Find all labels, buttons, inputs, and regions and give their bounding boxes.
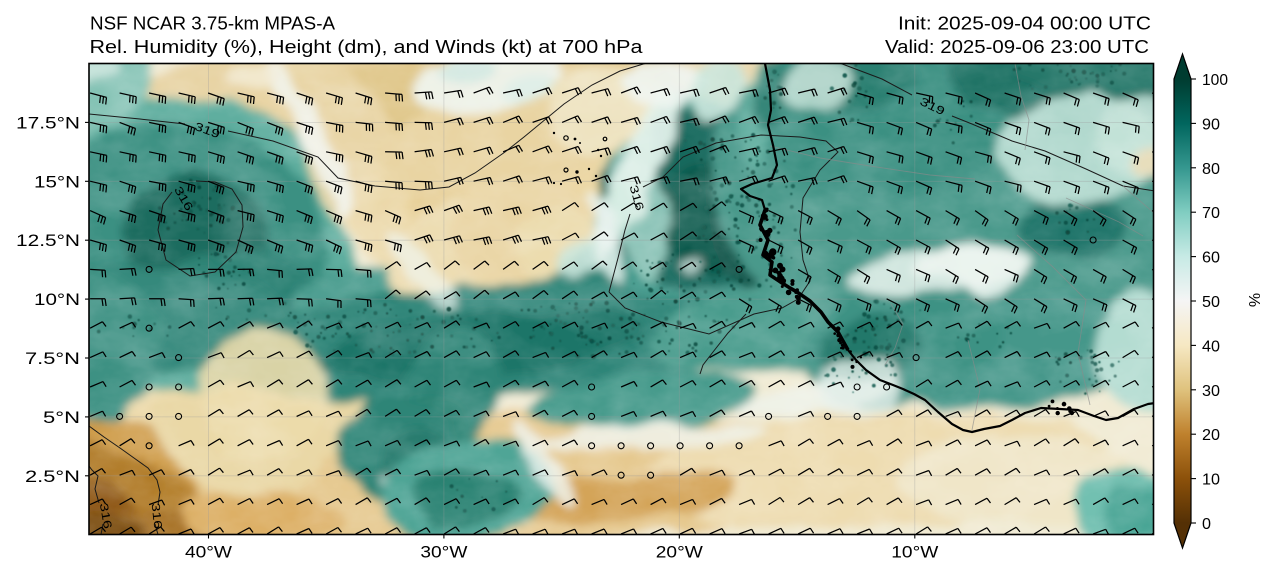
svg-text:20°W: 20°W — [656, 543, 703, 562]
svg-text:NSF NCAR 3.75-km MPAS-A: NSF NCAR 3.75-km MPAS-A — [90, 14, 335, 34]
svg-text:2.5°N: 2.5°N — [25, 467, 80, 486]
svg-text:7.5°N: 7.5°N — [25, 349, 80, 368]
svg-text:30°W: 30°W — [420, 543, 467, 562]
svg-text:17.5°N: 17.5°N — [16, 113, 80, 132]
svg-text:%: % — [1245, 293, 1262, 307]
svg-text:316: 316 — [149, 502, 164, 529]
svg-text:Rel. Humidity (%), Height (dm): Rel. Humidity (%), Height (dm), and Wind… — [90, 37, 644, 57]
svg-text:40: 40 — [1202, 338, 1220, 355]
svg-text:60: 60 — [1202, 250, 1220, 267]
svg-text:20: 20 — [1202, 427, 1220, 444]
svg-text:90: 90 — [1202, 116, 1220, 133]
svg-text:70: 70 — [1202, 205, 1220, 222]
svg-text:30: 30 — [1202, 383, 1220, 400]
svg-text:5°N: 5°N — [43, 408, 80, 427]
svg-text:15°N: 15°N — [34, 172, 80, 191]
svg-text:10°N: 10°N — [34, 290, 80, 309]
svg-text:Init: 2025-09-04 00:00 UTC: Init: 2025-09-04 00:00 UTC — [898, 14, 1151, 34]
svg-text:12.5°N: 12.5°N — [16, 231, 80, 250]
svg-text:Valid: 2025-09-06 23:00 UTC: Valid: 2025-09-06 23:00 UTC — [885, 37, 1149, 57]
svg-text:10: 10 — [1202, 472, 1220, 489]
svg-text:10°W: 10°W — [891, 543, 938, 562]
svg-text:40°W: 40°W — [185, 543, 232, 562]
svg-text:316: 316 — [97, 502, 113, 530]
svg-text:50: 50 — [1202, 294, 1220, 311]
svg-text:100: 100 — [1202, 72, 1228, 89]
svg-text:80: 80 — [1202, 161, 1220, 178]
svg-text:0: 0 — [1202, 516, 1211, 533]
